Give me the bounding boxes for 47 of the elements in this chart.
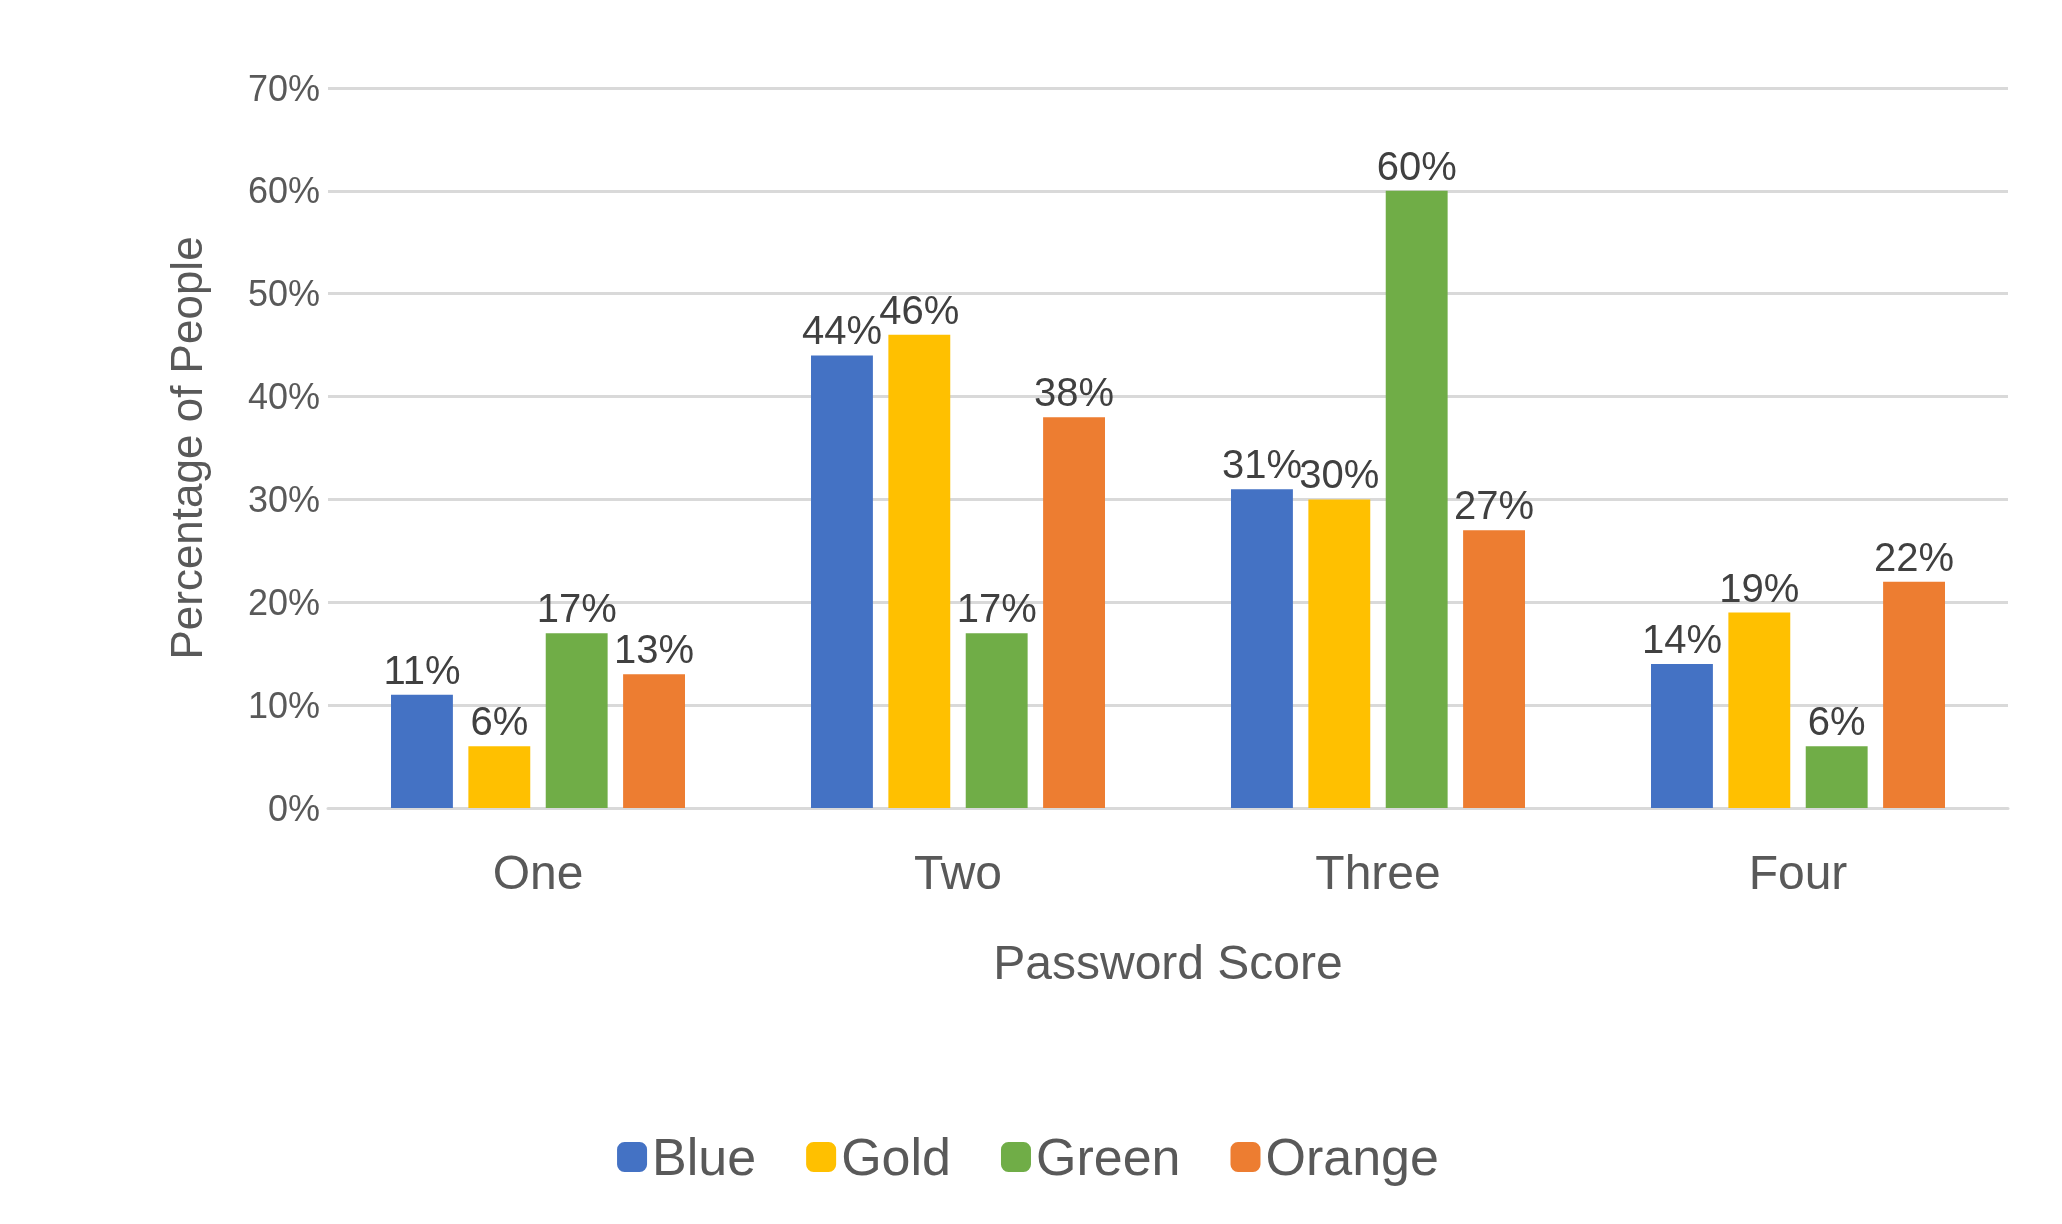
bar bbox=[1043, 417, 1105, 808]
bar bbox=[545, 633, 608, 808]
legend-label: Blue bbox=[652, 1128, 757, 1186]
x-tick-label: Four bbox=[1748, 845, 1848, 899]
data-label: 22% bbox=[1874, 534, 1955, 579]
x-axis-title: Password Score bbox=[993, 935, 1343, 989]
data-label: 27% bbox=[1454, 483, 1535, 528]
data-label: 31% bbox=[1221, 442, 1302, 487]
data-label: 6% bbox=[1807, 699, 1866, 744]
data-label: 19% bbox=[1719, 565, 1800, 610]
y-tick-label: 50% bbox=[247, 273, 320, 315]
bar bbox=[1651, 664, 1713, 808]
bar bbox=[623, 674, 685, 808]
data-label: 38% bbox=[1034, 370, 1115, 415]
data-label: 11% bbox=[383, 647, 461, 692]
bar bbox=[391, 694, 453, 808]
legend-label: Orange bbox=[1265, 1128, 1439, 1186]
bar bbox=[1728, 612, 1791, 808]
data-label: 17% bbox=[536, 586, 617, 631]
legend-label: Green bbox=[1035, 1128, 1181, 1186]
y-tick-label: 0% bbox=[267, 787, 320, 829]
bar bbox=[1308, 499, 1371, 808]
bar bbox=[811, 355, 873, 808]
y-tick-label: 20% bbox=[247, 581, 320, 623]
x-tick-label: One bbox=[492, 845, 584, 899]
data-label: 60% bbox=[1376, 143, 1457, 188]
y-tick-label: 60% bbox=[247, 170, 320, 212]
x-tick-label: Three bbox=[1315, 845, 1441, 899]
data-label: 13% bbox=[614, 627, 695, 672]
data-label: 6% bbox=[470, 699, 529, 744]
bar bbox=[1805, 746, 1868, 808]
y-axis-title: Percentage of People bbox=[161, 236, 211, 660]
data-label: 17% bbox=[956, 586, 1037, 631]
data-label: 14% bbox=[1641, 617, 1722, 661]
y-tick-label: 70% bbox=[247, 67, 320, 109]
bar bbox=[1385, 190, 1448, 808]
bar bbox=[965, 633, 1028, 808]
bar bbox=[468, 746, 531, 808]
bar bbox=[888, 334, 951, 808]
y-tick-label: 30% bbox=[247, 478, 320, 520]
bar bbox=[1463, 530, 1525, 808]
x-tick-label: Two bbox=[913, 845, 1003, 899]
bar bbox=[1231, 489, 1293, 808]
bar bbox=[1883, 581, 1945, 808]
legend-label: Gold bbox=[841, 1128, 951, 1186]
y-tick-label: 10% bbox=[247, 684, 320, 726]
y-tick-label: 40% bbox=[247, 376, 320, 418]
